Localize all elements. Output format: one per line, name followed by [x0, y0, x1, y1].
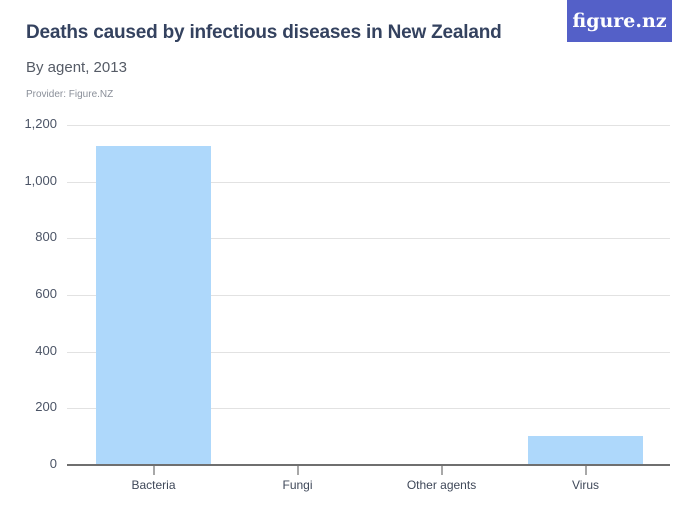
provider-label: Provider: Figure.NZ: [26, 89, 114, 100]
x-tick: [152, 466, 155, 475]
chart-subtitle: By agent, 2013: [26, 59, 127, 76]
x-tick: [584, 466, 587, 475]
x-tick-label: Other agents: [406, 478, 477, 492]
x-tick-label: Virus: [571, 478, 600, 492]
x-axis-line: [67, 464, 670, 466]
gridline: [67, 408, 670, 409]
gridline: [67, 352, 670, 353]
y-tick-label: 0: [49, 456, 57, 471]
y-tick-label: 800: [35, 229, 57, 244]
y-tick-label: 600: [35, 286, 57, 301]
y-tick-label: 1,000: [24, 173, 57, 188]
gridline: [67, 125, 670, 126]
gridline: [67, 182, 670, 183]
chart-title: Deaths caused by infectious diseases in …: [26, 22, 502, 43]
x-tick: [440, 466, 443, 475]
bar-bacteria[interactable]: [96, 145, 211, 465]
y-tick-label: 400: [35, 343, 57, 358]
gridline: [67, 238, 670, 239]
figure-nz-logo[interactable]: figure.nz: [567, 0, 672, 42]
y-tick-label: 1,200: [24, 116, 57, 131]
gridline: [67, 295, 670, 296]
x-tick-label: Bacteria: [131, 478, 176, 492]
x-tick-label: Fungi: [282, 478, 313, 492]
bar-virus[interactable]: [528, 436, 643, 465]
y-tick-label: 200: [35, 399, 57, 414]
x-tick: [296, 466, 299, 475]
